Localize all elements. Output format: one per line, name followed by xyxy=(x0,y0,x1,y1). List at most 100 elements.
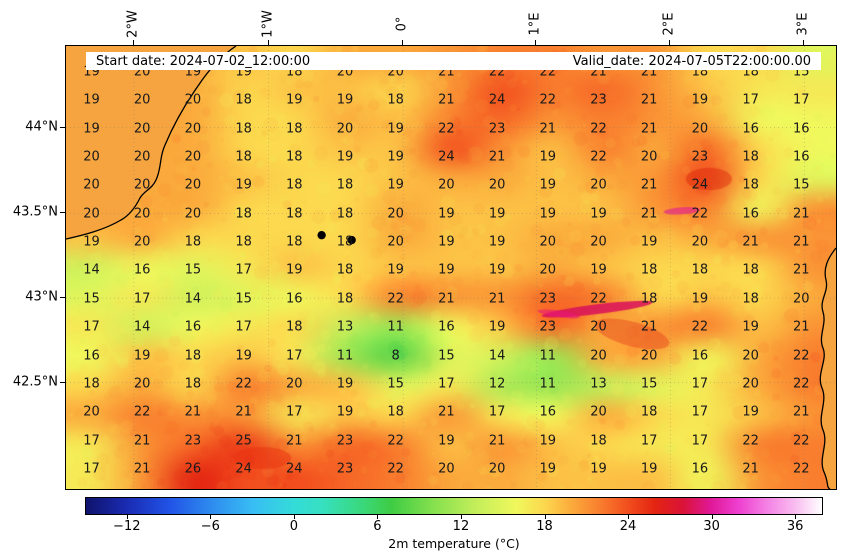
grid-temperature-value: 24 xyxy=(438,149,455,165)
grid-temperature-value: 19 xyxy=(539,149,557,165)
grid-temperature-value: 19 xyxy=(539,461,557,477)
longitude-tick-label: 1°W xyxy=(260,10,275,38)
grid-temperature-value: 16 xyxy=(742,206,759,222)
grid-temperature-value: 14 xyxy=(133,319,151,335)
latitude-tick-mark xyxy=(60,126,65,128)
grid-temperature-value: 19 xyxy=(83,92,100,108)
grid-temperature-value: 19 xyxy=(691,92,709,108)
colorbar-tick-label: 12 xyxy=(452,519,470,534)
grid-temperature-value: 22 xyxy=(742,433,759,449)
grid-temperature-value: 17 xyxy=(286,348,303,363)
grid-temperature-value: 18 xyxy=(184,348,202,363)
grid-temperature-value: 18 xyxy=(286,149,303,165)
grid-temperature-value: 12 xyxy=(488,376,506,392)
grid-temperature-value: 19 xyxy=(539,177,557,193)
grid-temperature-value: 18 xyxy=(387,404,404,420)
grid-temperature-value: 11 xyxy=(539,348,557,363)
grid-temperature-value: 19 xyxy=(235,348,252,363)
grid-temperature-value: 20 xyxy=(133,149,151,165)
grid-temperature-value: 17 xyxy=(83,319,100,335)
grid-temperature-value: 19 xyxy=(235,177,252,193)
grid-temperature-value: 20 xyxy=(83,177,100,193)
grid-temperature-value: 16 xyxy=(742,121,759,137)
grid-temperature-value: 23 xyxy=(691,149,709,165)
grid-temperature-value: 19 xyxy=(438,262,455,278)
grid-temperature-value: 19 xyxy=(336,92,354,108)
latitude-tick-mark xyxy=(60,212,65,214)
colorbar-tick-mark xyxy=(795,515,797,519)
grid-temperature-value: 19 xyxy=(488,206,506,222)
grid-temperature-value: 19 xyxy=(539,206,557,222)
grid-temperature-value: 17 xyxy=(83,433,100,449)
grid-temperature-value: 15 xyxy=(793,177,810,193)
grid-temperature-value: 18 xyxy=(336,262,354,278)
grid-temperature-value: 20 xyxy=(133,376,151,392)
grid-temperature-value: 22 xyxy=(387,291,404,307)
map-overlay-svg xyxy=(66,46,836,489)
grid-temperature-value: 25 xyxy=(235,433,252,449)
grid-temperature-value: 19 xyxy=(83,234,100,250)
grid-temperature-value: 19 xyxy=(286,262,303,278)
grid-temperature-value: 23 xyxy=(539,319,557,335)
latitude-tick-mark xyxy=(60,381,65,383)
grid-temperature-value: 20 xyxy=(640,149,658,165)
colorbar-tick-mark xyxy=(628,515,630,519)
grid-temperature-value: 21 xyxy=(640,319,658,335)
grid-temperature-value: 22 xyxy=(793,348,810,363)
grid-temperature-value: 19 xyxy=(539,433,557,449)
grid-temperature-value: 21 xyxy=(488,433,506,449)
grid-temperature-value: 21 xyxy=(539,121,557,137)
grid-temperature-value: 20 xyxy=(184,121,202,137)
grid-temperature-value: 20 xyxy=(133,234,151,250)
grid-temperature-value: 18 xyxy=(742,291,759,307)
grid-temperature-value: 19 xyxy=(438,234,455,250)
colorbar-tick-label: 18 xyxy=(536,519,553,534)
grid-temperature-value: 18 xyxy=(286,177,303,193)
grid-temperature-value: 18 xyxy=(235,234,252,250)
grid-temperature-value: 19 xyxy=(83,121,100,137)
grid-temperature-value: 23 xyxy=(336,433,354,449)
colorbar-tick-mark xyxy=(544,515,546,519)
grid-temperature-value: 20 xyxy=(184,149,202,165)
grid-temperature-value: 21 xyxy=(438,92,455,108)
temperature-field-canvas xyxy=(66,46,836,489)
colorbar-tick-mark xyxy=(711,515,713,519)
colorbar-title: 2m temperature (°C) xyxy=(388,536,520,551)
grid-temperature-value: 20 xyxy=(793,291,810,307)
grid-temperature-value: 20 xyxy=(590,234,607,250)
grid-temperature-value: 19 xyxy=(590,461,607,477)
grid-temperature-value: 23 xyxy=(539,291,557,307)
grid-temperature-value: 16 xyxy=(691,348,709,363)
grid-temperature-value: 15 xyxy=(438,348,455,363)
grid-temperature-value: 21 xyxy=(438,291,455,307)
grid-temperature-value: 21 xyxy=(793,262,810,278)
longitude-tick-label: 2°W xyxy=(125,10,141,38)
sea-fill-atlantic xyxy=(66,46,236,239)
grid-temperature-value: 24 xyxy=(488,92,506,108)
grid-temperature-value: 18 xyxy=(286,121,303,137)
grid-temperature-value: 20 xyxy=(387,206,404,222)
grid-temperature-value: 17 xyxy=(691,376,709,392)
grid-temperature-value: 21 xyxy=(793,404,810,420)
grid-temperature-value: 18 xyxy=(286,234,303,250)
grid-temperature-value: 16 xyxy=(793,121,810,137)
grid-temperature-value: 21 xyxy=(438,404,455,420)
grid-temperature-value: 18 xyxy=(691,262,709,278)
grid-temperature-value: 16 xyxy=(691,461,709,477)
grid-temperature-value: 23 xyxy=(590,92,607,108)
grid-temperature-value: 19 xyxy=(590,262,607,278)
colorbar-tick-label: 36 xyxy=(786,519,804,534)
grid-temperature-value: 15 xyxy=(640,376,658,392)
grid-temperature-value: 18 xyxy=(286,319,303,335)
grid-temperature-value: 18 xyxy=(742,262,759,278)
grid-temperature-value: 21 xyxy=(488,149,506,165)
grid-temperature-value: 14 xyxy=(184,291,202,307)
grid-temperature-value: 21 xyxy=(742,234,759,250)
grid-temperature-value: 17 xyxy=(742,92,759,108)
valid-date-label: Valid_date: 2024-07-05T22:00:00.00 xyxy=(572,53,811,69)
grid-temperature-value: 15 xyxy=(184,262,202,278)
grid-temperature-value: 18 xyxy=(640,291,658,307)
grid-temperature-value: 17 xyxy=(133,291,151,307)
grid-temperature-value: 19 xyxy=(387,177,404,193)
